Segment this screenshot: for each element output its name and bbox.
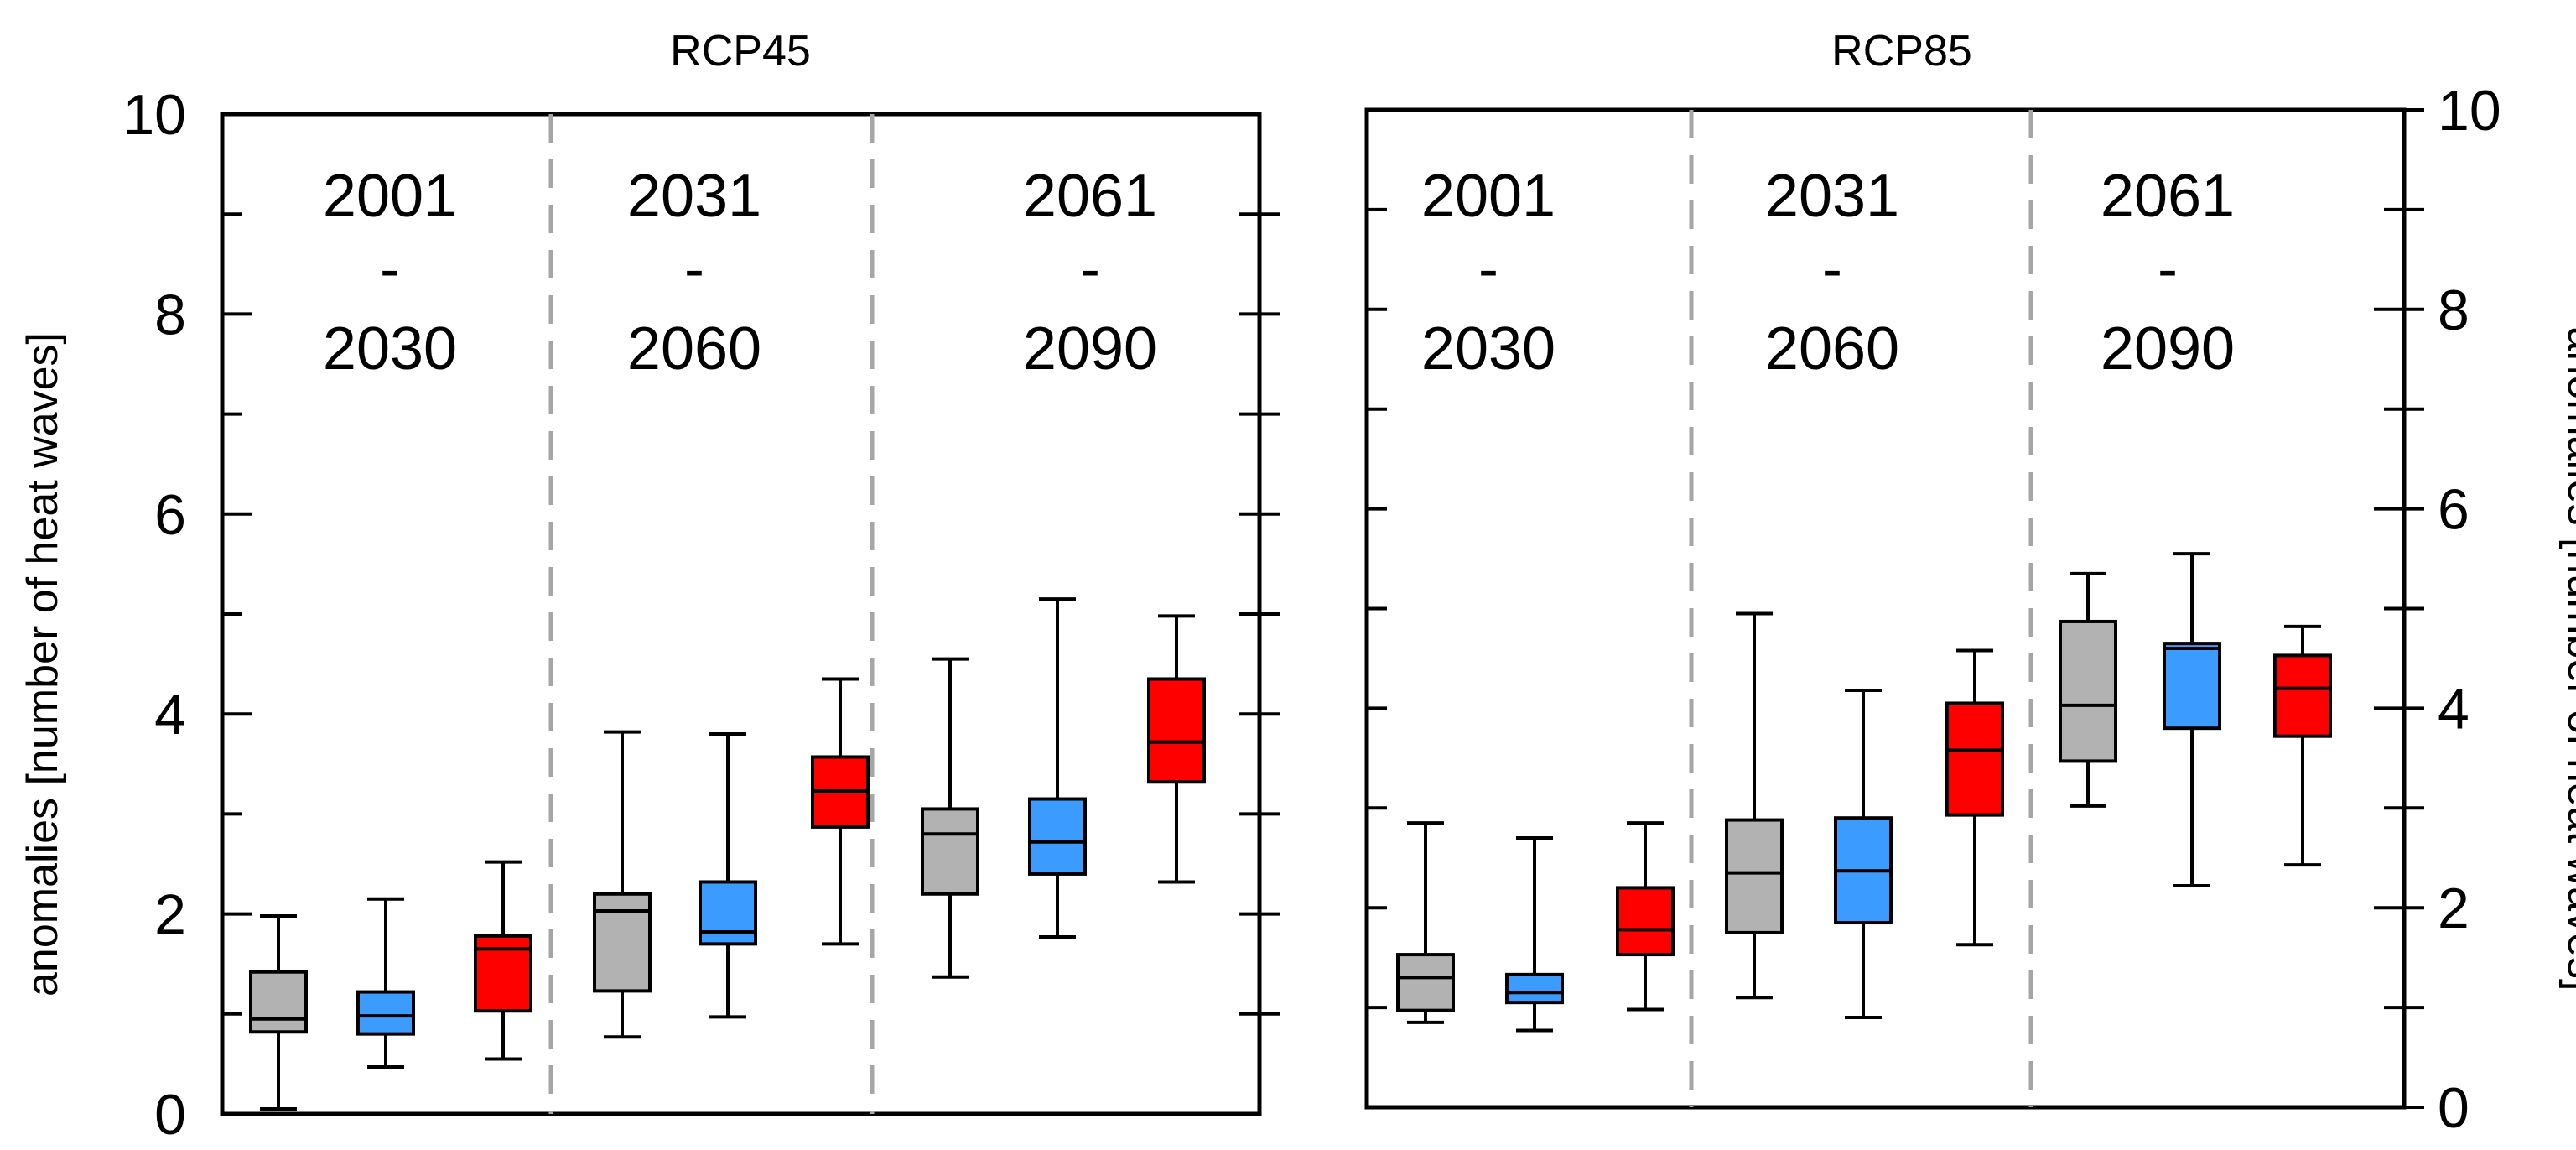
box-gray [921,657,979,979]
period-start-label: 2031 [1765,163,1899,230]
box-red [1147,614,1206,884]
box-iqr [1616,886,1675,957]
period-start-label: 2031 [627,163,761,230]
box-iqr [699,880,757,946]
box-iqr [1028,797,1087,876]
period-separator: - [1478,236,1498,303]
box-iqr [249,970,308,1034]
box-blue [1505,835,1564,1033]
box-gray [1725,611,1784,1000]
box-red [1616,821,1675,1012]
box-gray [593,730,652,1039]
period-start-label: 2061 [1023,163,1157,230]
box-iqr [356,990,415,1036]
y-axis-label: anomalies [number of heat waves] [2558,327,2576,991]
panel-rcp45: RCP45 0 2 4 6 8 10 anomalies [number of heat wa… [18,27,1280,1147]
box-gray [1396,821,1455,1024]
plot-frame [220,112,1262,1116]
period-end-label: 2060 [627,315,761,382]
y-tick-label: 10 [122,83,186,147]
period-end-label: 2030 [1421,315,1555,382]
y-tick-label: 2 [2438,877,2470,940]
period-separator: - [684,236,704,303]
period-separator: - [2158,236,2178,303]
box-iqr [593,892,652,993]
y-tick-label: 0 [2438,1076,2470,1140]
period-end-label: 2090 [1023,315,1157,382]
y-tick-label: 8 [2438,278,2470,342]
box-iqr [2163,642,2221,731]
y-tick-label: 6 [154,483,186,547]
box-iqr [1505,972,1564,1005]
chart-title: RCP85 [1831,27,1972,75]
y-tick-label: 4 [154,683,186,747]
panel-rcp85: RCP85 0 2 4 6 8 10 anomalies [number of heat wa… [1364,27,2576,1140]
y-tick-label: 6 [2438,478,2470,542]
period-separator: - [1822,236,1842,303]
box-iqr [2059,619,2117,763]
plot-frame [1364,107,2407,1110]
box-iqr [1396,953,1455,1012]
box-iqr [1945,701,2004,817]
box-iqr [1147,677,1206,784]
box-red [474,860,532,1061]
period-start-label: 2001 [323,163,457,230]
period-separator: - [380,236,400,303]
box-iqr [474,934,532,1013]
box-blue [1834,688,1893,1019]
box-blue [2163,552,2221,888]
box-gray [2059,571,2117,808]
box-blue [1028,597,1087,939]
period-end-label: 2030 [323,315,457,382]
period-end-label: 2060 [1765,315,1899,382]
period-separator: - [1080,236,1100,303]
y-tick-label: 4 [2438,677,2470,741]
y-tick-label: 2 [154,883,186,947]
y-tick-label: 10 [2438,79,2501,143]
y-tick-label: 8 [154,283,186,346]
y-tick-label: 0 [154,1083,186,1147]
box-red [2273,624,2332,867]
y-axis-label: anomalies [number of heat waves] [18,332,67,996]
box-iqr [921,807,979,896]
period-start-label: 2001 [1421,163,1555,230]
period-start-label: 2061 [2101,163,2235,230]
box-iqr [1725,818,1784,934]
box-blue [699,732,757,1019]
box-red [811,677,870,946]
period-end-label: 2090 [2101,315,2235,382]
box-red [1945,648,2004,947]
box-blue [356,897,415,1069]
chart-title: RCP45 [670,27,811,75]
box-gray [249,913,308,1111]
box-iqr [2273,653,2332,738]
